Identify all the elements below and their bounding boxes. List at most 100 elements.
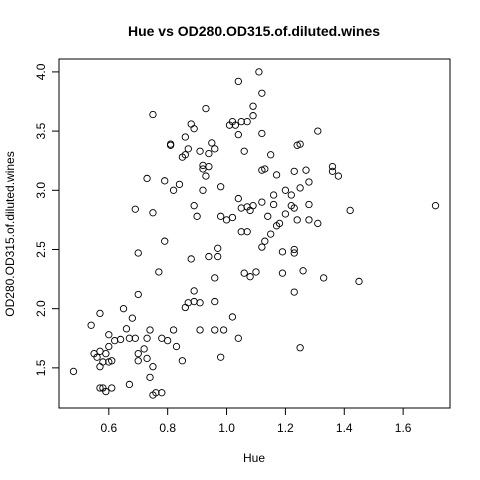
point bbox=[161, 177, 169, 185]
point bbox=[125, 334, 134, 342]
point bbox=[102, 350, 110, 358]
y-tick-label: 3.5 bbox=[34, 122, 48, 139]
point bbox=[272, 171, 281, 179]
point bbox=[99, 358, 107, 366]
point bbox=[149, 363, 157, 371]
point bbox=[108, 384, 116, 392]
point bbox=[96, 384, 104, 392]
point bbox=[146, 326, 154, 334]
point bbox=[290, 288, 298, 296]
point bbox=[181, 303, 189, 312]
point bbox=[149, 209, 157, 217]
point bbox=[122, 325, 131, 333]
point bbox=[131, 334, 139, 342]
point bbox=[166, 141, 175, 149]
point bbox=[334, 172, 343, 180]
point bbox=[314, 127, 322, 135]
x-axis-label: Hue bbox=[243, 451, 265, 465]
point bbox=[296, 184, 304, 192]
point bbox=[234, 77, 242, 86]
point bbox=[261, 165, 269, 173]
point bbox=[293, 216, 301, 224]
x-tick-label: 1.2 bbox=[277, 421, 294, 435]
point bbox=[258, 89, 266, 97]
point bbox=[237, 228, 245, 236]
point bbox=[249, 202, 257, 210]
x-tick-label: 1.0 bbox=[218, 421, 235, 435]
point bbox=[249, 102, 257, 110]
point bbox=[237, 117, 245, 126]
point bbox=[184, 299, 192, 307]
point bbox=[211, 326, 219, 334]
point bbox=[290, 245, 298, 254]
point bbox=[287, 191, 295, 199]
point bbox=[258, 198, 266, 206]
point bbox=[243, 117, 251, 126]
point bbox=[246, 273, 254, 281]
point bbox=[252, 268, 260, 276]
point bbox=[346, 206, 354, 215]
point bbox=[281, 186, 290, 194]
point bbox=[140, 345, 148, 353]
point bbox=[69, 367, 78, 376]
point bbox=[87, 321, 95, 329]
x-tick-label: 1.6 bbox=[395, 421, 412, 435]
point bbox=[305, 178, 313, 186]
point bbox=[240, 147, 248, 155]
point bbox=[105, 342, 113, 351]
point bbox=[234, 334, 242, 342]
point bbox=[290, 167, 298, 175]
point bbox=[290, 204, 298, 212]
x-tick-label: 0.8 bbox=[159, 421, 176, 435]
point bbox=[328, 162, 337, 171]
point bbox=[116, 335, 125, 344]
point bbox=[187, 120, 195, 128]
point bbox=[275, 219, 284, 228]
point bbox=[199, 186, 207, 194]
point bbox=[237, 204, 245, 212]
point bbox=[267, 151, 275, 159]
point bbox=[134, 357, 142, 365]
point bbox=[214, 244, 222, 252]
point bbox=[190, 125, 198, 133]
point bbox=[169, 326, 178, 334]
point bbox=[234, 130, 242, 139]
point bbox=[234, 194, 242, 203]
point bbox=[143, 174, 151, 183]
point bbox=[161, 237, 169, 245]
point bbox=[93, 353, 101, 361]
point bbox=[211, 297, 219, 306]
point bbox=[146, 373, 154, 381]
point bbox=[128, 314, 136, 322]
point bbox=[196, 147, 204, 155]
point bbox=[108, 357, 116, 365]
point bbox=[111, 336, 119, 345]
point bbox=[243, 228, 251, 236]
point bbox=[431, 202, 440, 210]
point bbox=[355, 277, 363, 286]
plot-box bbox=[58, 58, 451, 409]
point bbox=[196, 299, 204, 307]
point bbox=[281, 210, 290, 218]
point bbox=[328, 167, 337, 175]
point bbox=[269, 200, 278, 209]
point bbox=[190, 202, 198, 210]
point bbox=[264, 212, 272, 220]
point bbox=[134, 290, 142, 299]
point bbox=[143, 334, 151, 342]
point bbox=[149, 110, 157, 119]
point bbox=[196, 326, 204, 334]
point bbox=[211, 274, 219, 282]
point bbox=[228, 213, 237, 222]
point bbox=[202, 172, 210, 180]
y-axis-label: OD280.OD315.of.diluted.wines bbox=[3, 151, 17, 316]
point bbox=[278, 269, 287, 277]
point bbox=[305, 200, 313, 209]
point bbox=[187, 255, 195, 263]
point bbox=[205, 149, 213, 158]
y-tick-label: 2.5 bbox=[34, 241, 48, 258]
point bbox=[119, 305, 128, 313]
point bbox=[290, 249, 298, 257]
point bbox=[305, 216, 313, 224]
